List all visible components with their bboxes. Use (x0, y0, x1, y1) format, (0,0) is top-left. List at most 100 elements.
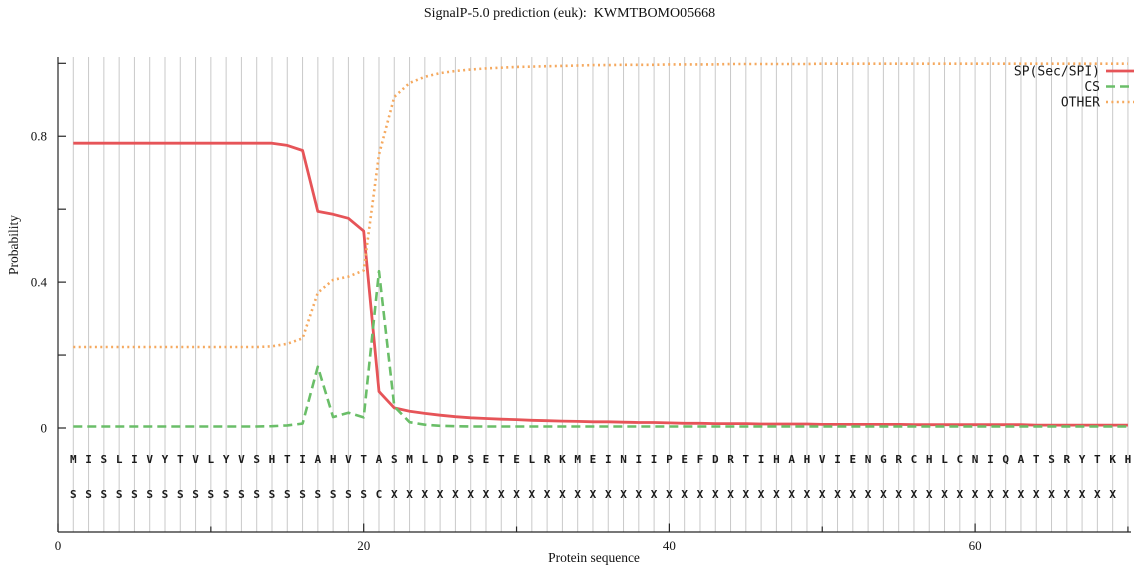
annotation-letter: S (253, 488, 260, 501)
sequence-letter: V (146, 453, 153, 466)
annotation-letter: S (85, 488, 92, 501)
sequence-letter: S (253, 453, 260, 466)
sequence-letter: L (529, 453, 536, 466)
sequence-letter: V (192, 453, 199, 466)
sequence-letter: H (804, 453, 811, 466)
sequence-letter: Y (162, 453, 169, 466)
y-tick-label: 0 (41, 421, 48, 436)
annotation-letter: X (422, 488, 429, 501)
annotation-letter: S (299, 488, 306, 501)
annotation-letter: S (345, 488, 352, 501)
sequence-letter: A (788, 453, 795, 466)
sequence-letter: H (926, 453, 933, 466)
sequence-letter: S (1048, 453, 1055, 466)
sequence-letter: D (437, 453, 444, 466)
x-tick-label: 60 (969, 538, 982, 553)
annotation-letter: S (360, 488, 367, 501)
sequence-letter: S (101, 453, 108, 466)
y-tick-label: 0.8 (31, 129, 47, 144)
sequence-letter: S (467, 453, 474, 466)
annotation-letter: X (819, 488, 826, 501)
annotation-letter: S (330, 488, 337, 501)
annotation-letter: X (437, 488, 444, 501)
sequence-letter: D (712, 453, 719, 466)
annotation-letter: X (1033, 488, 1040, 501)
annotation-letter: X (804, 488, 811, 501)
sequence-letter: E (850, 453, 857, 466)
annotation-letter: X (880, 488, 887, 501)
sequence-letter: L (941, 453, 948, 466)
sequence-letter: E (681, 453, 688, 466)
x-tick-label: 0 (55, 538, 62, 553)
annotation-letter: X (865, 488, 872, 501)
annotation-letter: S (269, 488, 276, 501)
annotation-letter: S (131, 488, 138, 501)
sequence-letter: T (498, 453, 505, 466)
sequence-letter: P (666, 453, 673, 466)
sequence-letter: I (834, 453, 841, 466)
sequence-letter: I (987, 453, 994, 466)
sequence-letter: L (422, 453, 429, 466)
annotation-letter: X (727, 488, 734, 501)
annotation-letter: X (758, 488, 765, 501)
annotation-letter: X (529, 488, 536, 501)
legend-label: SP(Sec/SPI) (1014, 65, 1100, 80)
annotation-letter: X (926, 488, 933, 501)
annotation-letter: X (788, 488, 795, 501)
annotation-letter: X (559, 488, 566, 501)
sequence-letter: R (895, 453, 902, 466)
sequence-letter: V (238, 453, 245, 466)
sequence-letter: I (131, 453, 138, 466)
annotation-letter: X (1079, 488, 1086, 501)
sequence-letter: V (819, 453, 826, 466)
sequence-letter: K (1109, 453, 1116, 466)
sequence-letter: H (269, 453, 276, 466)
sequence-letter: T (1033, 453, 1040, 466)
annotation-letter: X (666, 488, 673, 501)
annotation-letter: S (238, 488, 245, 501)
sequence-letter: K (559, 453, 566, 466)
sequence-letter: E (590, 453, 597, 466)
sequence-letter: L (208, 453, 215, 466)
annotation-letter: X (1048, 488, 1055, 501)
annotation-letter: S (208, 488, 215, 501)
sequence-letter: L (116, 453, 123, 466)
sequence-letter: Y (223, 453, 230, 466)
x-tick-label: 40 (663, 538, 676, 553)
legend-label: OTHER (1061, 96, 1100, 111)
annotation-letter: S (223, 488, 230, 501)
sequence-letter: M (406, 453, 413, 466)
annotation-letter: S (315, 488, 322, 501)
annotation-letter: X (406, 488, 413, 501)
sequence-letter: A (376, 453, 383, 466)
annotation-letter: X (1018, 488, 1025, 501)
sequence-letter: I (651, 453, 658, 466)
sequence-letter: T (284, 453, 291, 466)
sequence-letter: S (391, 453, 398, 466)
annotation-letter: X (467, 488, 474, 501)
sequence-letter: N (620, 453, 627, 466)
annotation-letter: X (498, 488, 505, 501)
annotation-letter: X (834, 488, 841, 501)
sequence-letter: H (1125, 453, 1132, 466)
legend-label: CS (1084, 80, 1100, 95)
sequence-letter: A (315, 453, 322, 466)
series-line-other (73, 62, 1128, 349)
annotation-letter: X (941, 488, 948, 501)
annotation-letter: S (101, 488, 108, 501)
sequence-letter: Y (1079, 453, 1086, 466)
annotation-letter: X (651, 488, 658, 501)
sequence-letter: R (1063, 453, 1070, 466)
sequence-letter: I (85, 453, 92, 466)
sequence-letter: C (911, 453, 918, 466)
annotation-letter: X (850, 488, 857, 501)
sequence-letter: T (1094, 453, 1101, 466)
annotation-letter: X (452, 488, 459, 501)
annotation-letter: X (743, 488, 750, 501)
annotation-letter: S (284, 488, 291, 501)
sequence-letter: T (360, 453, 367, 466)
annotation-letter: X (987, 488, 994, 501)
annotation-letter: S (192, 488, 199, 501)
